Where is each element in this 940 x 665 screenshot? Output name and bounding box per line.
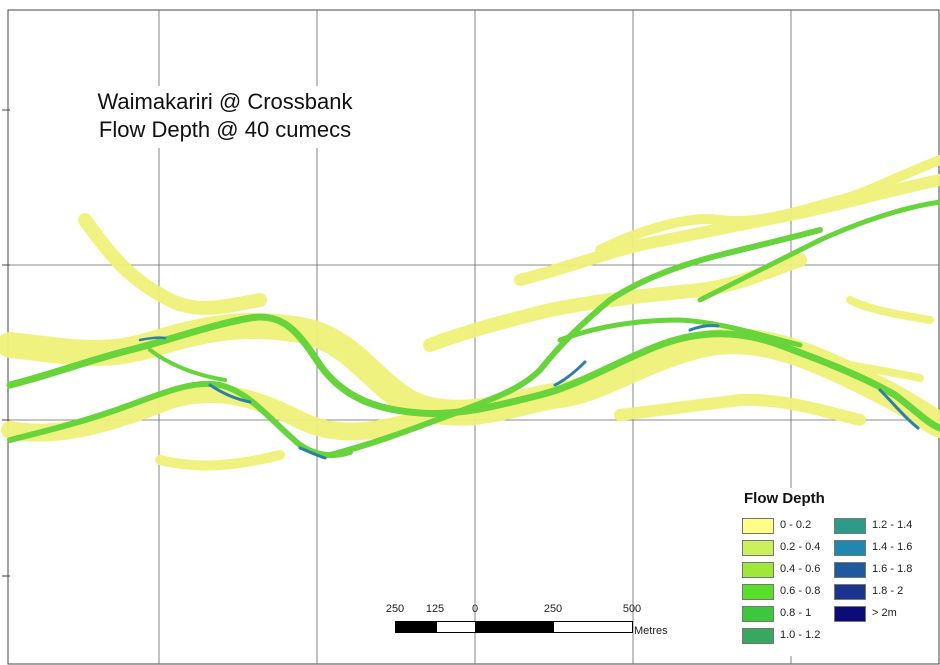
legend-item: 1.6 - 1.8	[834, 562, 929, 578]
legend-swatch	[742, 606, 774, 622]
map-title-line-1: Waimakariri @ Crossbank	[97, 89, 353, 114]
legend-swatch	[834, 562, 866, 578]
legend-title: Flow Depth	[744, 490, 825, 507]
map-title: Waimakariri @ Crossbank Flow Depth @ 40 …	[60, 86, 390, 148]
legend-item: 1.4 - 1.6	[834, 540, 929, 556]
legend-label: 1.6 - 1.8	[872, 563, 913, 575]
scale-tick-label: 500	[622, 603, 642, 615]
legend-swatch	[742, 518, 774, 534]
legend-item: 1.0 - 1.2	[742, 628, 837, 644]
legend-label: 0.8 - 1	[780, 607, 812, 619]
scale-tick-label: 125	[425, 603, 445, 615]
legend-item: 0.4 - 0.6	[742, 562, 837, 578]
scale-tick-label: 250	[543, 603, 563, 615]
scale-tick-label: 250	[385, 603, 405, 615]
scale-segment	[553, 621, 633, 633]
legend-item: 0 - 0.2	[742, 518, 837, 534]
scale-bar: 250 125 0 250 500 Metres	[386, 603, 690, 643]
legend-swatch	[742, 584, 774, 600]
legend-label: 1.0 - 1.2	[780, 629, 821, 641]
legend-label: 0.2 - 0.4	[780, 541, 821, 553]
scale-tick-label: 0	[471, 603, 479, 615]
legend-swatch	[834, 606, 866, 622]
legend-label: 1.2 - 1.4	[872, 519, 913, 531]
legend-item: 0.2 - 0.4	[742, 540, 837, 556]
legend-swatch	[834, 584, 866, 600]
legend-item: 0.6 - 0.8	[742, 584, 837, 600]
legend-item: 0.8 - 1	[742, 606, 837, 622]
legend-swatch	[742, 628, 774, 644]
legend-label: 0.6 - 0.8	[780, 585, 821, 597]
legend-swatch	[742, 540, 774, 556]
legend-swatch	[742, 562, 774, 578]
scale-segment	[436, 621, 476, 633]
legend-label: 0.4 - 0.6	[780, 563, 821, 575]
scale-segment	[475, 621, 554, 633]
legend-label: > 2m	[872, 607, 897, 619]
legend: Flow Depth 0 - 0.2 0.2 - 0.4 0.4 - 0.6 0…	[742, 488, 932, 656]
legend-item: 1.8 - 2	[834, 584, 929, 600]
frame-ticks	[2, 109, 10, 577]
legend-label: 1.4 - 1.6	[872, 541, 913, 553]
main-channels	[6, 199, 940, 459]
legend-swatch	[834, 540, 866, 556]
legend-item: > 2m	[834, 606, 929, 622]
legend-item: 1.2 - 1.4	[834, 518, 929, 534]
legend-label: 1.8 - 2	[872, 585, 904, 597]
deep-channels	[138, 324, 920, 460]
scale-unit: Metres	[634, 625, 668, 637]
map-title-line-2: Flow Depth @ 40 cumecs	[98, 117, 352, 142]
scale-segment	[395, 621, 437, 633]
legend-swatch	[834, 518, 866, 534]
legend-label: 0 - 0.2	[780, 519, 812, 531]
